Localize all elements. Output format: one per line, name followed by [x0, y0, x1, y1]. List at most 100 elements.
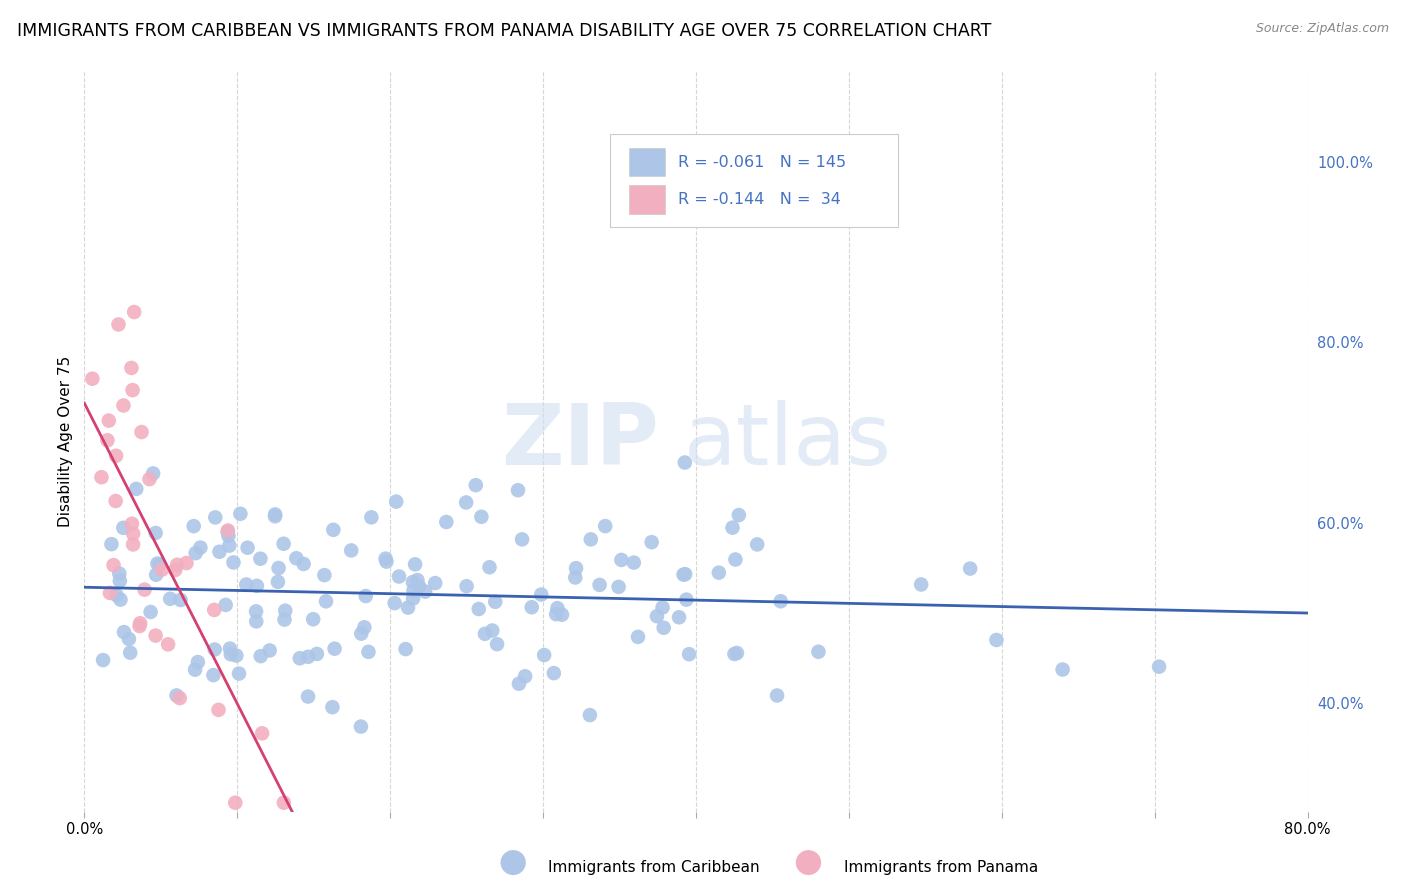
Point [100, 537, 122, 551]
Point [91, 653, 114, 667]
Point [207, 703, 229, 717]
Point [245, 604, 267, 618]
Point [217, 524, 239, 539]
Point [357, 645, 380, 659]
Point [267, 561, 290, 575]
Point [105, 588, 128, 602]
Point [721, 521, 744, 535]
Text: Source: ZipAtlas.com: Source: ZipAtlas.com [1256, 22, 1389, 36]
Point [354, 589, 377, 603]
Point [204, 642, 226, 657]
Point [225, 648, 247, 663]
Point [727, 508, 749, 522]
Point [675, 592, 697, 607]
Point [108, 574, 131, 588]
Point [425, 576, 447, 591]
Point [520, 600, 543, 615]
Point [273, 613, 295, 627]
Point [530, 588, 553, 602]
Point [166, 558, 188, 572]
Point [125, 482, 148, 496]
Point [510, 533, 533, 547]
Point [139, 605, 162, 619]
Point [623, 556, 645, 570]
Point [235, 577, 257, 591]
Point [321, 700, 343, 714]
Point [118, 632, 141, 646]
Point [222, 556, 245, 570]
Point [229, 507, 252, 521]
FancyBboxPatch shape [628, 148, 665, 177]
Point [959, 561, 981, 575]
Point [219, 641, 242, 656]
Y-axis label: Disability Age Over 75: Disability Age Over 75 [58, 356, 73, 527]
Point [456, 495, 478, 509]
Point [546, 601, 568, 615]
Point [166, 689, 188, 703]
Point [353, 620, 375, 634]
Point [747, 537, 769, 551]
Point [285, 551, 308, 566]
Point [678, 647, 700, 661]
Point [145, 567, 167, 582]
Point [651, 600, 673, 615]
Point [766, 689, 789, 703]
Point [323, 641, 346, 656]
Point [128, 619, 150, 633]
Point [588, 578, 610, 592]
Point [434, 515, 457, 529]
Point [673, 567, 696, 582]
Point [645, 609, 668, 624]
Point [187, 655, 209, 669]
Point [104, 494, 127, 508]
Point [723, 647, 745, 661]
Point [176, 556, 198, 570]
Point [165, 563, 187, 577]
Point [122, 305, 145, 319]
Point [297, 649, 319, 664]
Point [769, 594, 792, 608]
Point [103, 558, 125, 573]
Point [404, 558, 426, 572]
Point [82, 372, 104, 386]
Point [725, 646, 748, 660]
Point [388, 569, 411, 583]
Point [183, 519, 205, 533]
Point [384, 596, 406, 610]
Point [202, 668, 225, 682]
Point [707, 566, 730, 580]
Point [350, 626, 373, 640]
Point [169, 691, 191, 706]
FancyBboxPatch shape [610, 135, 898, 227]
Text: ZIP: ZIP [502, 400, 659, 483]
Point [579, 533, 602, 547]
Point [264, 508, 287, 522]
Point [224, 796, 246, 810]
Point [551, 607, 574, 622]
Text: Immigrants from Panama: Immigrants from Panama [844, 860, 1038, 874]
Point [274, 604, 297, 618]
Point [627, 630, 650, 644]
Point [360, 510, 382, 524]
Point [112, 521, 135, 535]
Point [184, 663, 207, 677]
Point [402, 574, 425, 589]
Point [515, 669, 537, 683]
Point [219, 647, 242, 661]
Point [97, 414, 120, 428]
Point [217, 529, 239, 543]
Point [564, 570, 586, 584]
Point [120, 360, 142, 375]
Point [315, 594, 337, 608]
Point [288, 651, 311, 665]
Point [120, 646, 142, 660]
Text: atlas: atlas [683, 400, 891, 483]
Point [134, 582, 156, 597]
Point [468, 602, 491, 616]
FancyBboxPatch shape [628, 186, 665, 213]
Point [228, 666, 250, 681]
Point [98, 586, 121, 600]
Point [402, 583, 425, 598]
Point [394, 642, 416, 657]
Point [259, 643, 281, 657]
